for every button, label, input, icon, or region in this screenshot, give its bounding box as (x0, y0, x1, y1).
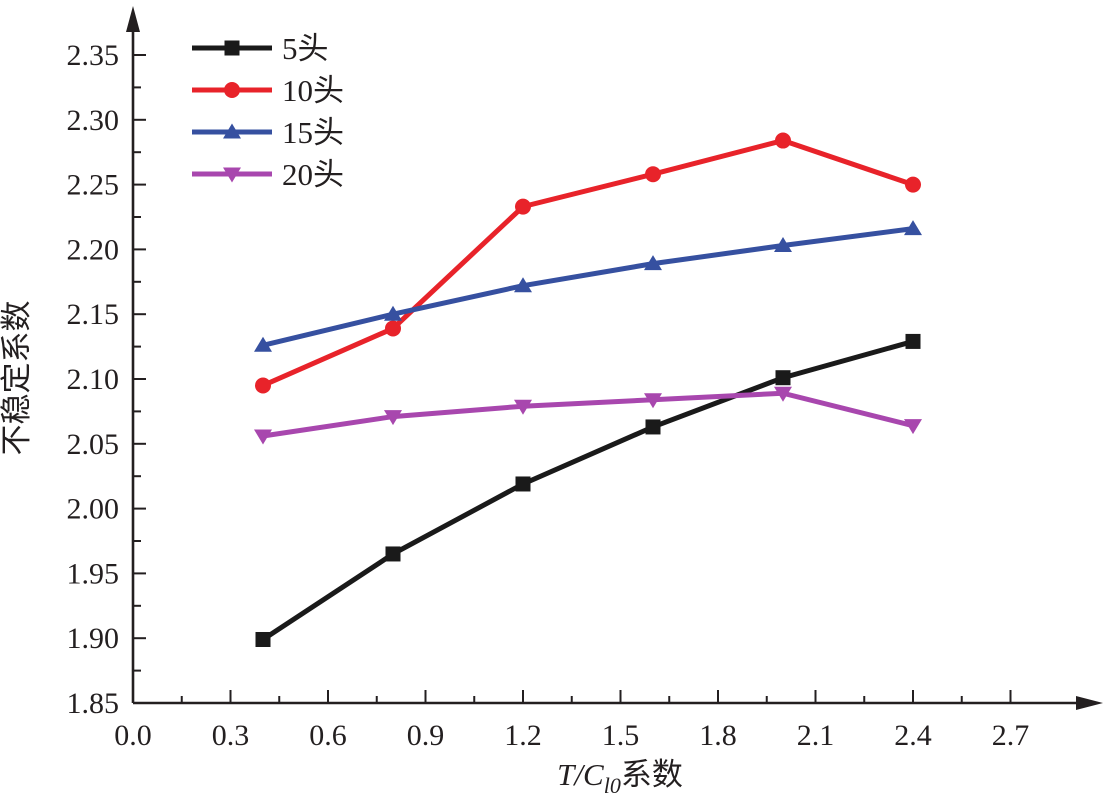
x-tick-label: 0.0 (114, 719, 152, 752)
y-tick-label: 2.15 (67, 298, 120, 331)
series-line-0 (261, 339, 914, 642)
series-2-marker (774, 237, 792, 253)
series-1-marker (515, 198, 531, 215)
series-1-marker (255, 377, 271, 394)
series-line-3 (262, 390, 914, 439)
x-axis-title: T/Cl0系数 (557, 757, 683, 798)
series-3-marker (254, 429, 272, 445)
x-tick-label: 1.2 (504, 719, 542, 752)
legend-label-3: 20头 (282, 157, 344, 192)
x-tick-label: 1.5 (602, 719, 640, 752)
series-1-marker (645, 166, 661, 183)
y-tick-label: 2.20 (67, 233, 120, 266)
legend-label-1: 10头 (282, 73, 344, 108)
x-tick-label: 0.3 (212, 719, 250, 752)
y-tick-label: 2.35 (67, 39, 120, 72)
series-1-marker (775, 132, 791, 149)
series-3-marker (644, 393, 662, 409)
legend-marker-1 (224, 82, 240, 98)
x-tick-label: 0.9 (407, 719, 445, 752)
series-1-marker (905, 176, 921, 193)
series-0-marker (645, 419, 661, 435)
y-axis-arrow-icon (126, 6, 140, 32)
y-tick-label: 2.10 (67, 363, 120, 396)
legend-label-0: 5头 (282, 31, 329, 66)
legend-label-2: 15头 (282, 115, 344, 150)
series-0-marker (385, 546, 401, 562)
y-tick-label: 2.30 (67, 104, 120, 137)
y-tick-label: 1.85 (67, 687, 120, 720)
series-3-marker (774, 386, 792, 402)
legend-marker-3 (223, 167, 241, 183)
x-tick-label: 0.6 (309, 719, 347, 752)
y-tick-label: 1.95 (67, 557, 120, 590)
series-line-1 (261, 137, 914, 388)
legend-marker-0 (224, 40, 240, 56)
y-tick-label: 2.05 (67, 428, 120, 461)
x-tick-label: 2.1 (797, 719, 835, 752)
series-2-marker (904, 220, 922, 236)
series-1-marker (385, 320, 401, 337)
series-3-marker (904, 419, 922, 435)
series-2-marker (644, 255, 662, 271)
y-tick-label: 2.25 (67, 169, 120, 202)
series-2-marker (514, 277, 532, 293)
legend-marker-2 (223, 123, 241, 139)
series-0-marker (905, 333, 921, 349)
series-3-marker (384, 410, 402, 426)
y-axis-title: 不稳定系数 (0, 301, 34, 456)
y-tick-label: 1.90 (67, 622, 120, 655)
series-line-2 (262, 226, 914, 348)
series-0-marker (775, 370, 791, 386)
series-3-marker (514, 399, 532, 415)
x-tick-label: 2.7 (992, 719, 1030, 752)
series-2-marker (254, 336, 272, 352)
x-tick-label: 2.4 (894, 719, 932, 752)
x-axis-arrow-icon (1076, 696, 1103, 710)
series-0-marker (255, 631, 271, 647)
series-0-marker (515, 476, 531, 492)
x-tick-label: 1.8 (699, 719, 737, 752)
y-tick-label: 2.00 (67, 493, 120, 526)
series-2-marker (384, 305, 402, 321)
